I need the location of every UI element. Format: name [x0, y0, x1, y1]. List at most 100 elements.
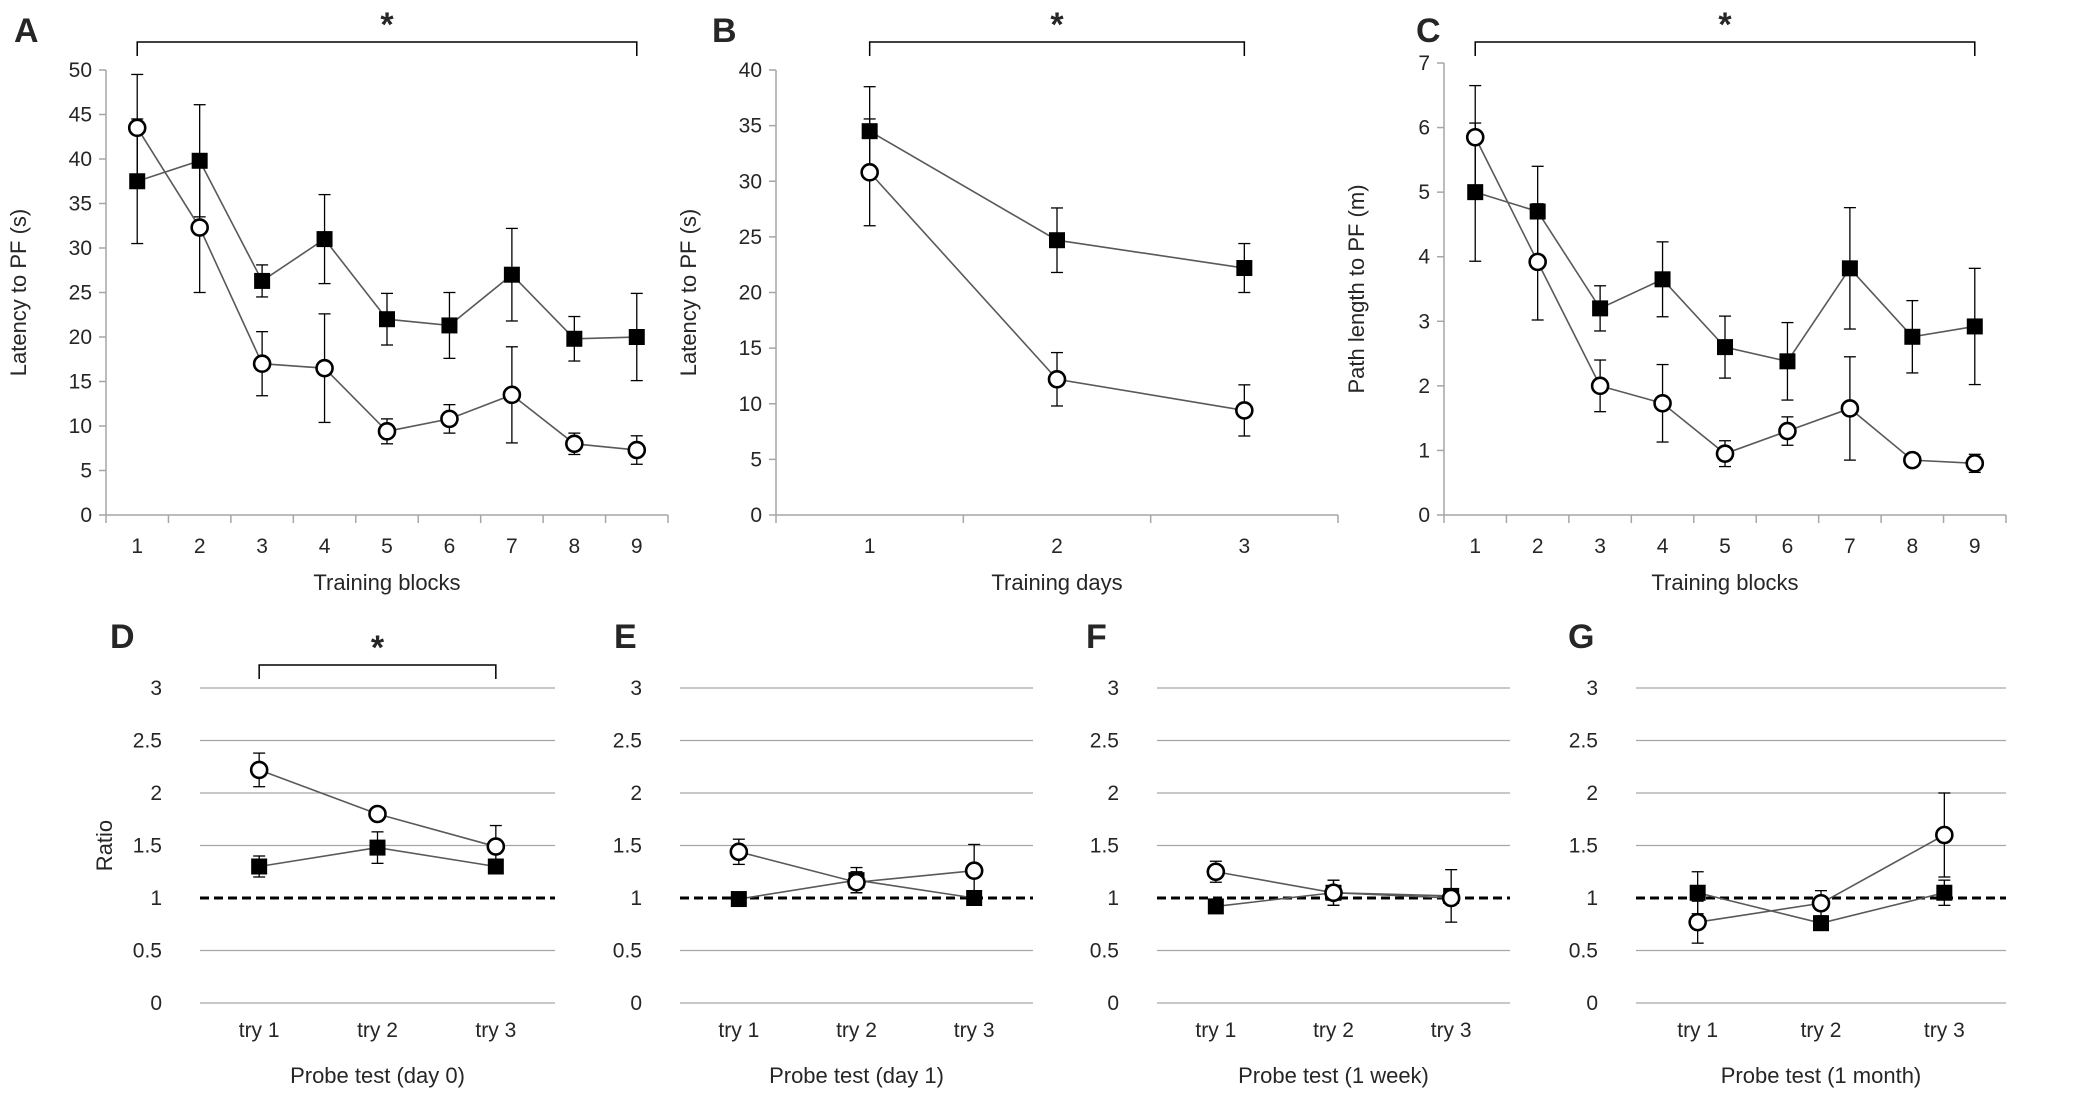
data-point-square [1207, 898, 1224, 915]
x-tick-label: 2 [1532, 535, 1544, 558]
data-point-circle [486, 837, 506, 856]
data-point-circle [1324, 883, 1343, 903]
data-point-circle [377, 422, 397, 441]
y-axis-title: Path length to PF (m) [1344, 184, 1369, 393]
y-tick-label: 30 [69, 237, 92, 260]
significance-star: * [1050, 6, 1064, 44]
significance-star: * [371, 629, 385, 667]
x-tick-label: try 1 [1195, 1019, 1236, 1042]
y-tick-label: 10 [739, 393, 762, 416]
data-point-square [1467, 184, 1484, 201]
x-tick-label: 8 [568, 535, 580, 558]
data-point-square [1654, 271, 1671, 288]
data-point-circle [252, 354, 272, 374]
y-tick-label: 3 [1418, 310, 1430, 333]
x-tick-label: 9 [1969, 535, 1981, 558]
x-axis-title: Probe test (day 1) [769, 1063, 944, 1088]
panel-letter: D [110, 618, 135, 656]
data-point-square [566, 330, 583, 347]
data-point-square [251, 858, 268, 875]
data-point-circle [729, 842, 749, 862]
data-point-circle [565, 434, 584, 454]
x-tick-label: 6 [444, 535, 456, 558]
data-point-square [441, 317, 458, 334]
y-tick-label: 15 [739, 337, 762, 360]
data-point-circle [860, 163, 879, 182]
y-tick-label: 1 [150, 887, 162, 910]
data-point-square [379, 311, 395, 328]
data-point-square [191, 152, 208, 169]
x-tick-label: try 1 [1677, 1019, 1718, 1042]
y-tick-label: 2.5 [613, 730, 642, 753]
y-tick-label: 3 [1586, 677, 1598, 700]
y-tick-label: 5 [80, 460, 92, 483]
panel-letter: A [14, 12, 39, 50]
data-point-circle [1047, 369, 1067, 389]
x-tick-label: try 2 [1313, 1019, 1354, 1042]
x-tick-label: try 3 [475, 1019, 516, 1042]
x-axis-title: Probe test (1 month) [1721, 1063, 1922, 1088]
data-point-circle [249, 760, 269, 780]
x-tick-label: 3 [1594, 535, 1606, 558]
x-tick-label: 5 [1719, 535, 1731, 558]
x-tick-label: 6 [1782, 535, 1794, 558]
y-tick-label: 0 [80, 504, 92, 527]
y-tick-label: 3 [150, 677, 162, 700]
y-tick-label: 35 [69, 193, 92, 216]
data-point-circle [502, 385, 522, 405]
y-tick-label: 2.5 [1569, 730, 1598, 753]
panel-letter: C [1416, 12, 1441, 50]
data-point-square [1779, 353, 1796, 370]
data-point-circle [127, 118, 147, 138]
data-point-circle [1811, 893, 1831, 913]
y-tick-label: 2.5 [133, 730, 162, 753]
data-point-square [1689, 884, 1706, 901]
y-tick-label: 0.5 [613, 940, 642, 963]
x-tick-label: try 3 [954, 1019, 995, 1042]
data-point-square [861, 123, 878, 140]
y-tick-label: 7 [1418, 52, 1430, 75]
data-point-square [628, 329, 645, 345]
x-tick-label: 5 [381, 535, 393, 558]
x-tick-label: try 1 [718, 1019, 759, 1042]
y-tick-label: 1.5 [613, 835, 642, 858]
y-tick-label: 5 [750, 448, 762, 471]
y-tick-label: 1 [1586, 887, 1598, 910]
x-tick-label: 7 [1844, 535, 1856, 558]
significance-bracket [258, 664, 497, 679]
x-tick-label: 2 [194, 535, 206, 558]
x-tick-label: 1 [131, 535, 143, 558]
y-tick-label: 20 [69, 326, 92, 349]
data-point-circle [1653, 393, 1672, 413]
y-tick-label: 2 [1107, 782, 1119, 805]
y-axis-title: Ratio [92, 820, 117, 871]
y-tick-label: 0 [1586, 992, 1598, 1015]
y-tick-label: 10 [69, 415, 92, 438]
x-axis-title: Training blocks [313, 570, 460, 595]
significance-star: * [380, 6, 394, 44]
data-point-square [1904, 328, 1921, 345]
panel-letter: B [712, 12, 737, 50]
y-tick-label: 0 [1418, 504, 1430, 527]
data-point-square [1049, 232, 1065, 249]
y-tick-label: 0.5 [1090, 940, 1119, 963]
significance-bracket [1474, 41, 1976, 56]
x-tick-label: try 2 [357, 1019, 398, 1042]
panel-e: E 0 0.5 1 1.5 2 2.5 3 try 1 try 2 try 3 Probe test … [613, 618, 1033, 1088]
data-point-circle [1688, 912, 1707, 932]
y-tick-label: 1.5 [1090, 835, 1119, 858]
data-point-square [369, 839, 386, 856]
data-point-circle [1590, 376, 1610, 396]
y-tick-label: 4 [1418, 246, 1430, 269]
y-tick-label: 0.5 [1569, 940, 1598, 963]
data-point-square [966, 890, 983, 906]
data-point-square [1841, 260, 1858, 277]
y-tick-label: 15 [69, 371, 92, 394]
data-point-square [487, 858, 504, 875]
x-axis-title: Training blocks [1651, 570, 1798, 595]
x-tick-label: try 3 [1431, 1019, 1472, 1042]
y-tick-label: 0 [750, 504, 762, 527]
y-tick-label: 40 [69, 148, 92, 171]
x-tick-label: 8 [1906, 535, 1918, 558]
